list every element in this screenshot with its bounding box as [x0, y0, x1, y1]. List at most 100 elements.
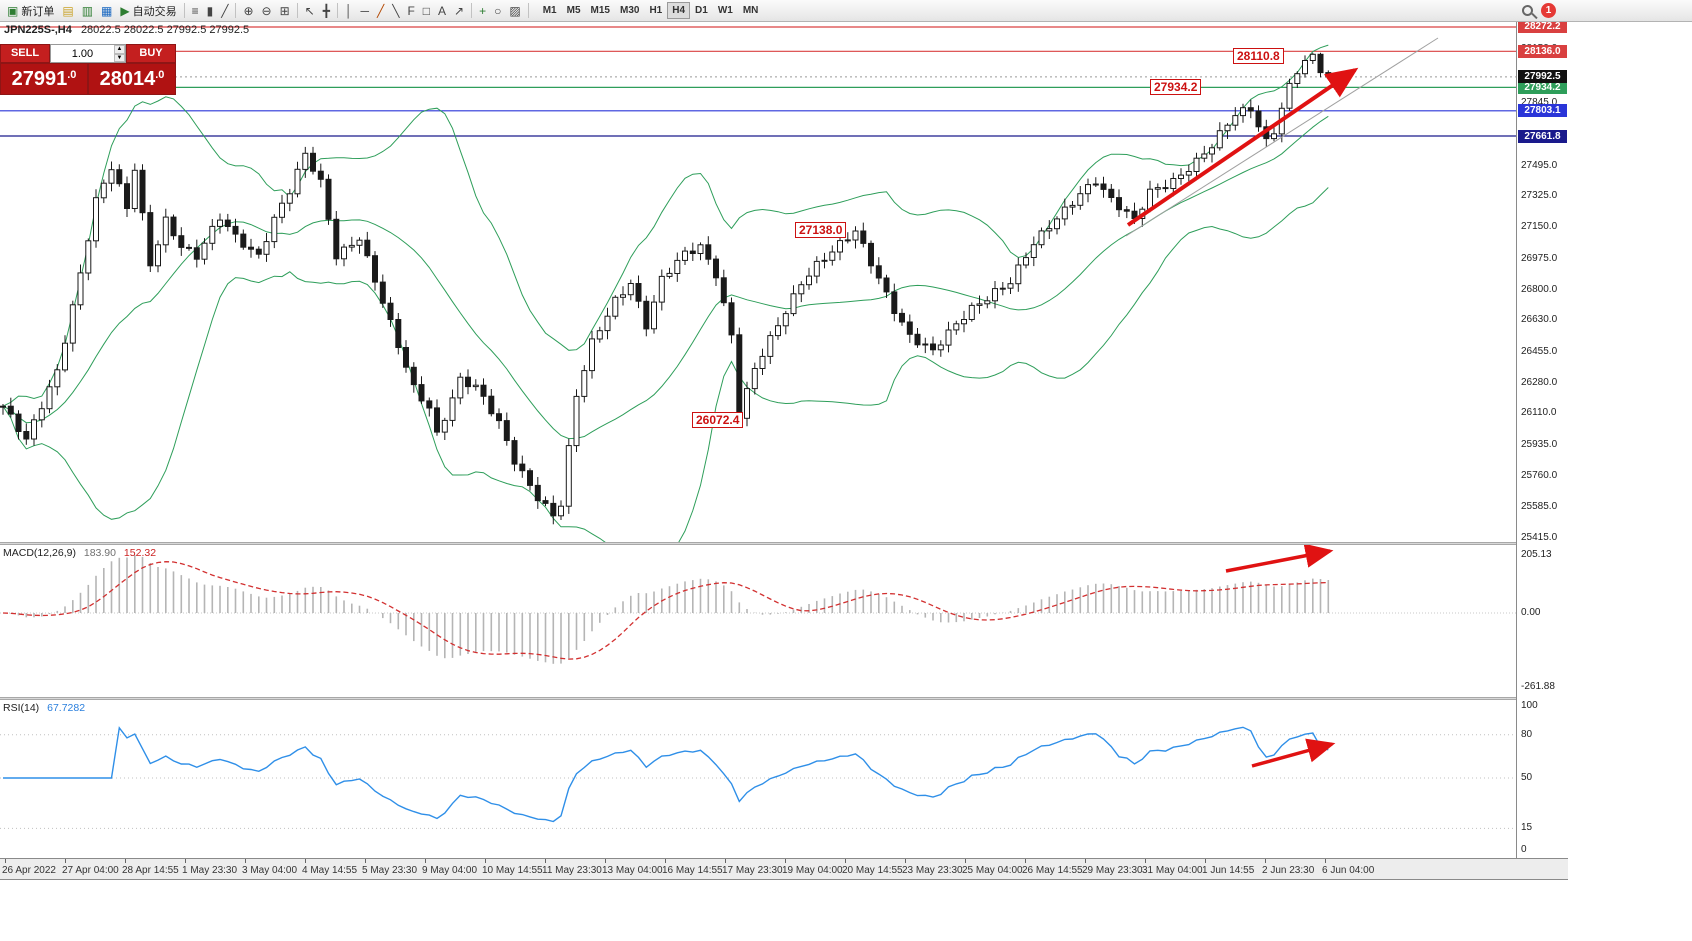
time-label: 17 May 23:30 [722, 865, 783, 876]
axis-label: 25935.0 [1521, 438, 1558, 450]
panel-splitter[interactable] [0, 697, 1568, 700]
axis-label: 50 [1521, 772, 1533, 783]
zoom-in-icon-glyph: ⊕ [243, 3, 254, 18]
time-tick [125, 859, 126, 863]
time-label: 19 May 04:00 [782, 865, 843, 876]
price-callout: 26072.4 [692, 412, 744, 429]
tile-windows-icon-glyph: ⊞ [279, 3, 290, 18]
period-button-m30[interactable]: M30 [615, 2, 644, 19]
notification-badge[interactable]: 1 [1541, 3, 1556, 18]
time-label: 23 May 23:30 [902, 865, 963, 876]
chart-symbol: JPN225S-,H4 [4, 24, 72, 36]
line-chart-icon[interactable]: ╱ [217, 2, 232, 20]
period-button-mn[interactable]: MN [738, 2, 764, 19]
axis-label: 80 [1521, 728, 1533, 740]
autotrading-glyph: ▶ [120, 3, 130, 18]
sell-button[interactable]: SELL [0, 44, 50, 63]
horizontal-line-icon[interactable]: ─ [356, 2, 373, 20]
indicators-icon[interactable]: + [475, 2, 490, 20]
time-label: 9 May 04:00 [422, 865, 478, 876]
period-button-h4[interactable]: H4 [667, 2, 691, 19]
zoom-in-icon[interactable]: ⊕ [239, 2, 257, 20]
data-window-icon[interactable]: ▥ [78, 2, 97, 20]
vertical-line-icon-glyph: │ [344, 3, 353, 18]
search-icon[interactable] [1522, 5, 1533, 16]
time-tick [185, 859, 186, 863]
time-label: 6 Jun 04:00 [1322, 865, 1375, 876]
rsi-value: 67.7282 [47, 702, 86, 714]
buy-price[interactable]: 28014 .0 [88, 63, 176, 95]
time-label: 16 May 14:55 [662, 865, 723, 876]
toolbar-separator [527, 3, 529, 18]
zoom-out-icon[interactable]: ⊖ [258, 2, 276, 20]
one-click-trading-panel: SELL ▲ ▼ BUY 27991 .0 28014 .0 [0, 44, 176, 95]
navigator-icon[interactable]: ▦ [97, 2, 116, 20]
chart-ohlc: 28022.5 28022.5 27992.5 27992.5 [80, 24, 250, 36]
period-button-d1[interactable]: D1 [690, 2, 713, 19]
macd-chart-canvas[interactable] [0, 545, 1516, 697]
period-button-w1[interactable]: W1 [713, 2, 738, 19]
new-order-button[interactable]: ▣ 新订单 [3, 2, 58, 20]
toolbar-separator [183, 3, 185, 18]
period-button-m1[interactable]: M1 [538, 2, 562, 19]
price-tag: 27803.1 [1518, 104, 1567, 118]
time-label: 29 May 23:30 [1082, 865, 1143, 876]
time-axis[interactable]: 26 Apr 2022 27 Apr 04:00 28 Apr 14:55 1 May… [0, 858, 1568, 880]
fibonacci-icon[interactable]: F [403, 2, 418, 20]
crosshair-icon[interactable]: ╋ [319, 2, 334, 20]
timeframes-icon[interactable]: ○ [490, 2, 505, 20]
sell-price[interactable]: 27991 .0 [0, 63, 88, 95]
autotrading-button[interactable]: ▶ 自动交易 [116, 2, 180, 20]
volume-input[interactable] [51, 45, 114, 62]
tile-windows-icon[interactable]: ⊞ [276, 2, 294, 20]
time-tick [245, 859, 246, 863]
bar-chart-icon[interactable]: ≡ [188, 2, 203, 20]
vertical-line-icon[interactable]: │ [341, 2, 357, 20]
trendline-icon[interactable]: ╱ [373, 2, 388, 20]
volume-spinner: ▲ ▼ [113, 45, 125, 62]
text-icon[interactable]: A [434, 2, 450, 20]
time-label: 28 Apr 14:55 [122, 865, 179, 876]
time-tick [1085, 859, 1086, 863]
time-tick [1265, 859, 1266, 863]
rsi-chart-canvas[interactable] [0, 700, 1516, 858]
axis-label: 27325.0 [1521, 190, 1558, 202]
axis-label: 26800.0 [1521, 284, 1558, 296]
price-chart-pane: JPN225S-,H4 28022.5 28022.5 27992.5 2799… [0, 22, 1516, 542]
price-tag: 27661.8 [1518, 129, 1567, 143]
shapes-icon[interactable]: □ [419, 2, 434, 20]
market-watch-icon[interactable]: ▤ [58, 2, 77, 20]
time-label: 27 Apr 04:00 [62, 865, 119, 876]
horizontal-line-icon-glyph: ─ [360, 3, 369, 18]
time-tick [905, 859, 906, 863]
arrows-icon[interactable]: ↗ [450, 2, 468, 20]
period-button-h1[interactable]: H1 [644, 2, 667, 19]
time-label: 4 May 14:55 [302, 865, 358, 876]
templates-icon[interactable]: ▨ [505, 2, 524, 20]
panel-splitter[interactable] [0, 542, 1568, 545]
time-label: 10 May 14:55 [482, 865, 543, 876]
cursor-icon[interactable]: ↖ [301, 2, 319, 20]
candlestick-chart-icon[interactable]: ▮ [203, 2, 218, 20]
time-label: 1 May 23:30 [182, 865, 238, 876]
time-tick [965, 859, 966, 863]
channel-icon[interactable]: ╲ [388, 2, 403, 20]
price-callout: 27138.0 [795, 221, 847, 238]
toolbar-separator [471, 3, 473, 18]
axis-label: 26975.0 [1521, 252, 1558, 264]
macd-indicator-pane: MACD(12,26,9) 183.90 152.32 [0, 545, 1516, 697]
period-button-m5[interactable]: M5 [562, 2, 586, 19]
arrows-icon-glyph: ↗ [454, 3, 465, 18]
axis-label: 100 [1521, 700, 1538, 711]
channel-icon-glyph: ╲ [392, 3, 400, 18]
price-chart-canvas[interactable] [0, 22, 1516, 542]
price-axis[interactable]: 28150.027845.027495.027325.027150.026975… [1516, 20, 1568, 858]
buy-button[interactable]: BUY [126, 44, 176, 63]
volume-increase-button[interactable]: ▲ [113, 45, 125, 54]
volume-decrease-button[interactable]: ▼ [113, 53, 125, 62]
period-button-m15[interactable]: M15 [586, 2, 615, 19]
bar-chart-icon-glyph: ≡ [191, 3, 199, 18]
candlestick-chart-icon-glyph: ▮ [206, 3, 214, 18]
time-tick [605, 859, 606, 863]
axis-label: -261.88 [1521, 681, 1555, 693]
